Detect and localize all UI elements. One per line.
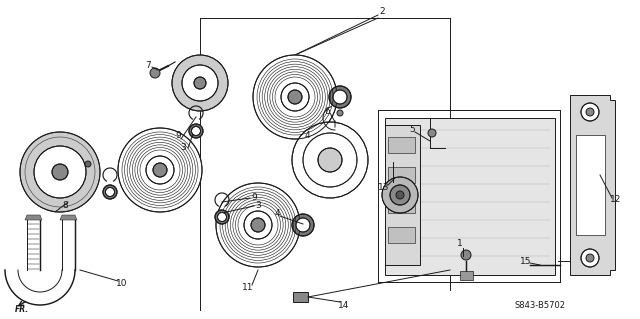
Circle shape xyxy=(396,191,404,199)
Circle shape xyxy=(150,68,160,78)
Text: 13: 13 xyxy=(378,183,390,192)
Circle shape xyxy=(281,83,309,111)
Circle shape xyxy=(216,183,300,267)
Circle shape xyxy=(85,161,91,167)
Polygon shape xyxy=(60,215,77,220)
Text: 3: 3 xyxy=(255,201,261,210)
Text: 7: 7 xyxy=(145,61,151,70)
Text: 9: 9 xyxy=(175,131,181,140)
Circle shape xyxy=(586,254,594,262)
Text: 5: 5 xyxy=(409,125,415,135)
Text: FR.: FR. xyxy=(15,306,29,315)
Polygon shape xyxy=(460,271,473,280)
Circle shape xyxy=(20,132,100,212)
Text: 1: 1 xyxy=(457,239,463,248)
Circle shape xyxy=(253,55,337,139)
Text: 15: 15 xyxy=(520,257,532,266)
Circle shape xyxy=(182,65,218,101)
Circle shape xyxy=(244,211,272,239)
Circle shape xyxy=(103,185,117,199)
Circle shape xyxy=(189,124,203,138)
Polygon shape xyxy=(388,137,415,153)
Circle shape xyxy=(218,212,227,221)
Text: 11: 11 xyxy=(243,284,253,293)
Circle shape xyxy=(296,218,310,232)
Circle shape xyxy=(146,156,174,184)
Circle shape xyxy=(337,110,343,116)
Circle shape xyxy=(106,188,115,197)
Circle shape xyxy=(194,77,206,89)
Circle shape xyxy=(288,90,302,104)
Text: S843-B5702: S843-B5702 xyxy=(515,300,566,309)
Circle shape xyxy=(581,103,599,121)
Text: 12: 12 xyxy=(611,196,621,204)
Polygon shape xyxy=(25,215,42,220)
Circle shape xyxy=(191,127,200,136)
Polygon shape xyxy=(576,135,605,235)
Circle shape xyxy=(292,214,314,236)
Text: 3: 3 xyxy=(180,143,186,152)
Polygon shape xyxy=(388,227,415,243)
Polygon shape xyxy=(570,95,615,275)
Polygon shape xyxy=(388,167,415,183)
Text: 4: 4 xyxy=(304,130,310,139)
Circle shape xyxy=(390,185,410,205)
Text: 6: 6 xyxy=(324,107,330,115)
Text: 10: 10 xyxy=(116,278,128,287)
Text: 9: 9 xyxy=(251,192,257,202)
Text: 4: 4 xyxy=(274,210,280,219)
Circle shape xyxy=(172,55,228,111)
Circle shape xyxy=(292,122,368,198)
Circle shape xyxy=(52,164,68,180)
Circle shape xyxy=(581,249,599,267)
Circle shape xyxy=(382,177,418,213)
Circle shape xyxy=(34,146,86,198)
Text: 14: 14 xyxy=(339,300,349,309)
Circle shape xyxy=(303,133,357,187)
Circle shape xyxy=(118,128,202,212)
Polygon shape xyxy=(293,292,308,302)
Circle shape xyxy=(329,86,351,108)
Circle shape xyxy=(333,90,347,104)
Text: 2: 2 xyxy=(379,8,385,17)
Circle shape xyxy=(318,148,342,172)
Circle shape xyxy=(153,163,167,177)
Polygon shape xyxy=(388,197,415,213)
Circle shape xyxy=(428,129,436,137)
Polygon shape xyxy=(385,118,555,275)
Polygon shape xyxy=(385,125,420,265)
Circle shape xyxy=(215,210,229,224)
Circle shape xyxy=(461,250,471,260)
Circle shape xyxy=(586,108,594,116)
Text: 8: 8 xyxy=(62,201,68,210)
Circle shape xyxy=(251,218,265,232)
